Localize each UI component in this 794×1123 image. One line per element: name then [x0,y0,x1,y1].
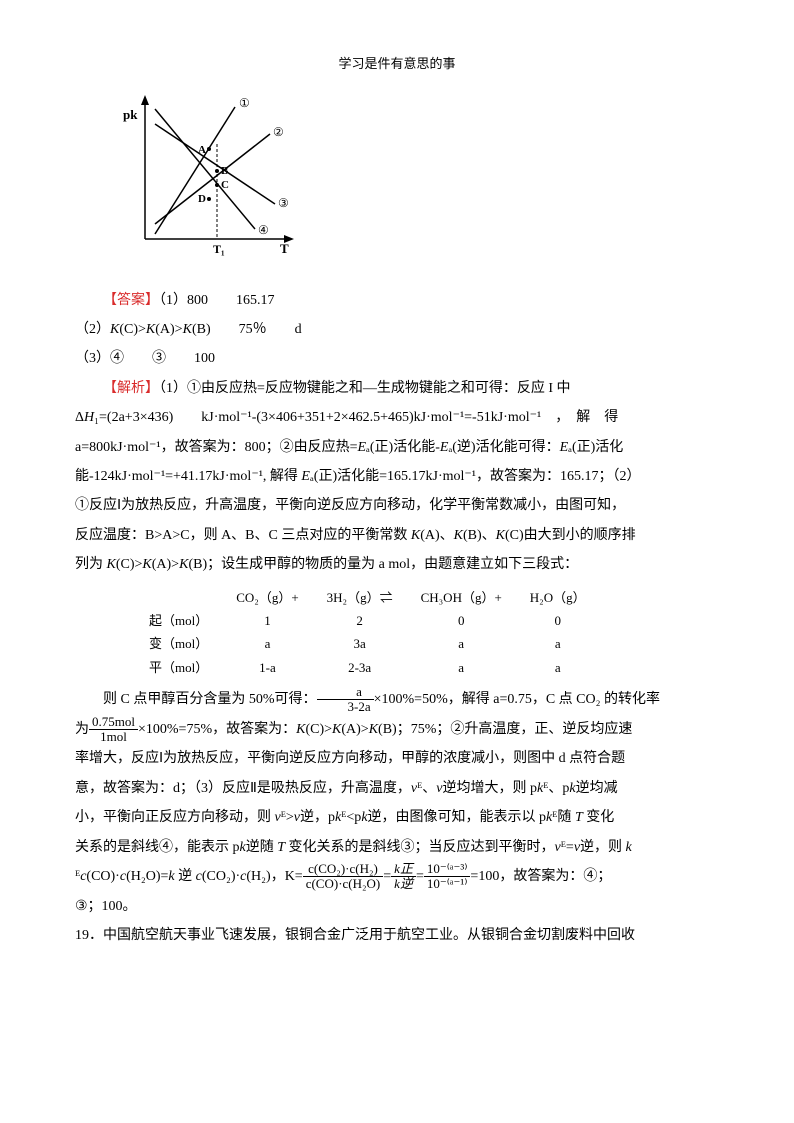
ice-table: CO₂（g）+3H₂（g）⇌CH₃OH（g）+H₂O（g） 起（mol）1200… [135,586,719,680]
analysis-p1d: 能-124kJ·mol⁻¹=+41.17kJ·mol⁻¹, 解得 Eₐ(正)活化… [75,462,719,491]
chart-svg: ① ② ③ ④ A B C D pk T₁ T [115,89,305,264]
analysis-p2f: 关系的是斜线④，能表示 pk逆随 T 变化关系的是斜线③；当反应达到平衡时，vᴱ… [75,833,719,862]
analysis-p2a: 则 C 点甲醇百分含量为 50%可得：a3-2a×100%=50%，解得 a=0… [75,685,719,715]
table-row: 起（mol）1200 [135,609,600,632]
table-row: CO₂（g）+3H₂（g）⇌CH₃OH（g）+H₂O（g） [135,586,600,609]
analysis-p1: 【解析】（1）①由反应热=反应物键能之和—生成物键能之和可得：反应 I 中 [75,374,719,403]
page-header: 学习是件有意思的事 [75,50,719,77]
analysis-p3: ᴱc(CO)·c(H₂O)=k 逆 c(CO₂)·c(H₂)，K=c(CO₂)·… [75,862,719,892]
analysis-p1e: ①反应Ⅰ为放热反应，升高温度，平衡向逆反应方向移动，化学平衡常数减小，由图可知， [75,491,719,520]
svg-text:①: ① [239,96,250,110]
svg-text:B: B [221,165,229,177]
svg-text:C: C [221,179,229,191]
svg-text:④: ④ [258,223,269,237]
analysis-p1b: ΔH₁=(2a+3×436) kJ·mol⁻¹-(3×406+351+2×462… [75,403,719,432]
analysis-p1g: 列为 K(C)>K(A)>K(B)；设生成甲醇的物质的量为 a mol，由题意建… [75,550,719,579]
svg-text:②: ② [273,125,284,139]
svg-text:T₁: T₁ [213,242,225,256]
analysis-p2e: 小，平衡向正反应方向移动，则 vᴱ>v逆，pkᴱ<pk逆，由图像可知，能表示以 … [75,803,719,832]
table-row: 平（mol）1-a2-3aaa [135,656,600,679]
svg-text:A: A [198,144,206,156]
analysis-p1c: a=800kJ·mol⁻¹，故答案为：800；②由反应热=Eₐ(正)活化能-Eₐ… [75,433,719,462]
table-row: 变（mol）a3aaa [135,632,600,655]
analysis-label: 【解析】 [103,381,159,396]
analysis-p2b: 为0.75mol1mol×100%=75%，故答案为：K(C)>K(A)>K(B… [75,715,719,745]
analysis-p3b: ③；100。 [75,892,719,921]
answer-line-1: 【答案】（1）800 165.17 [75,286,719,315]
answer-line-2: （2）K(C)>K(A)>K(B) 75％ d [75,315,719,344]
line-chart: ① ② ③ ④ A B C D pk T₁ T [115,89,719,275]
svg-text:D: D [198,193,206,205]
question-19: 19．中国航空航天事业飞速发展，银铜合金广泛用于航空工业。从银铜合金切割废料中回… [75,921,719,950]
svg-text:T: T [280,241,289,256]
analysis-p2c: 率增大，反应Ⅰ为放热反应，平衡向逆反应方向移动，甲醇的浓度减小，则图中 d 点符… [75,744,719,773]
analysis-p1f: 反应温度：B>A>C，则 A、B、C 三点对应的平衡常数 K(A)、K(B)、K… [75,521,719,550]
answer-line-3: （3）④ ③ 100 [75,344,719,373]
svg-text:pk: pk [123,107,138,122]
answer-label: 【答案】 [103,293,159,308]
svg-text:③: ③ [278,196,289,210]
analysis-p2d: 意，故答案为：d；（3）反应Ⅱ是吸热反应，升高温度，vᴱ、v逆均增大，则 pkᴱ… [75,774,719,803]
